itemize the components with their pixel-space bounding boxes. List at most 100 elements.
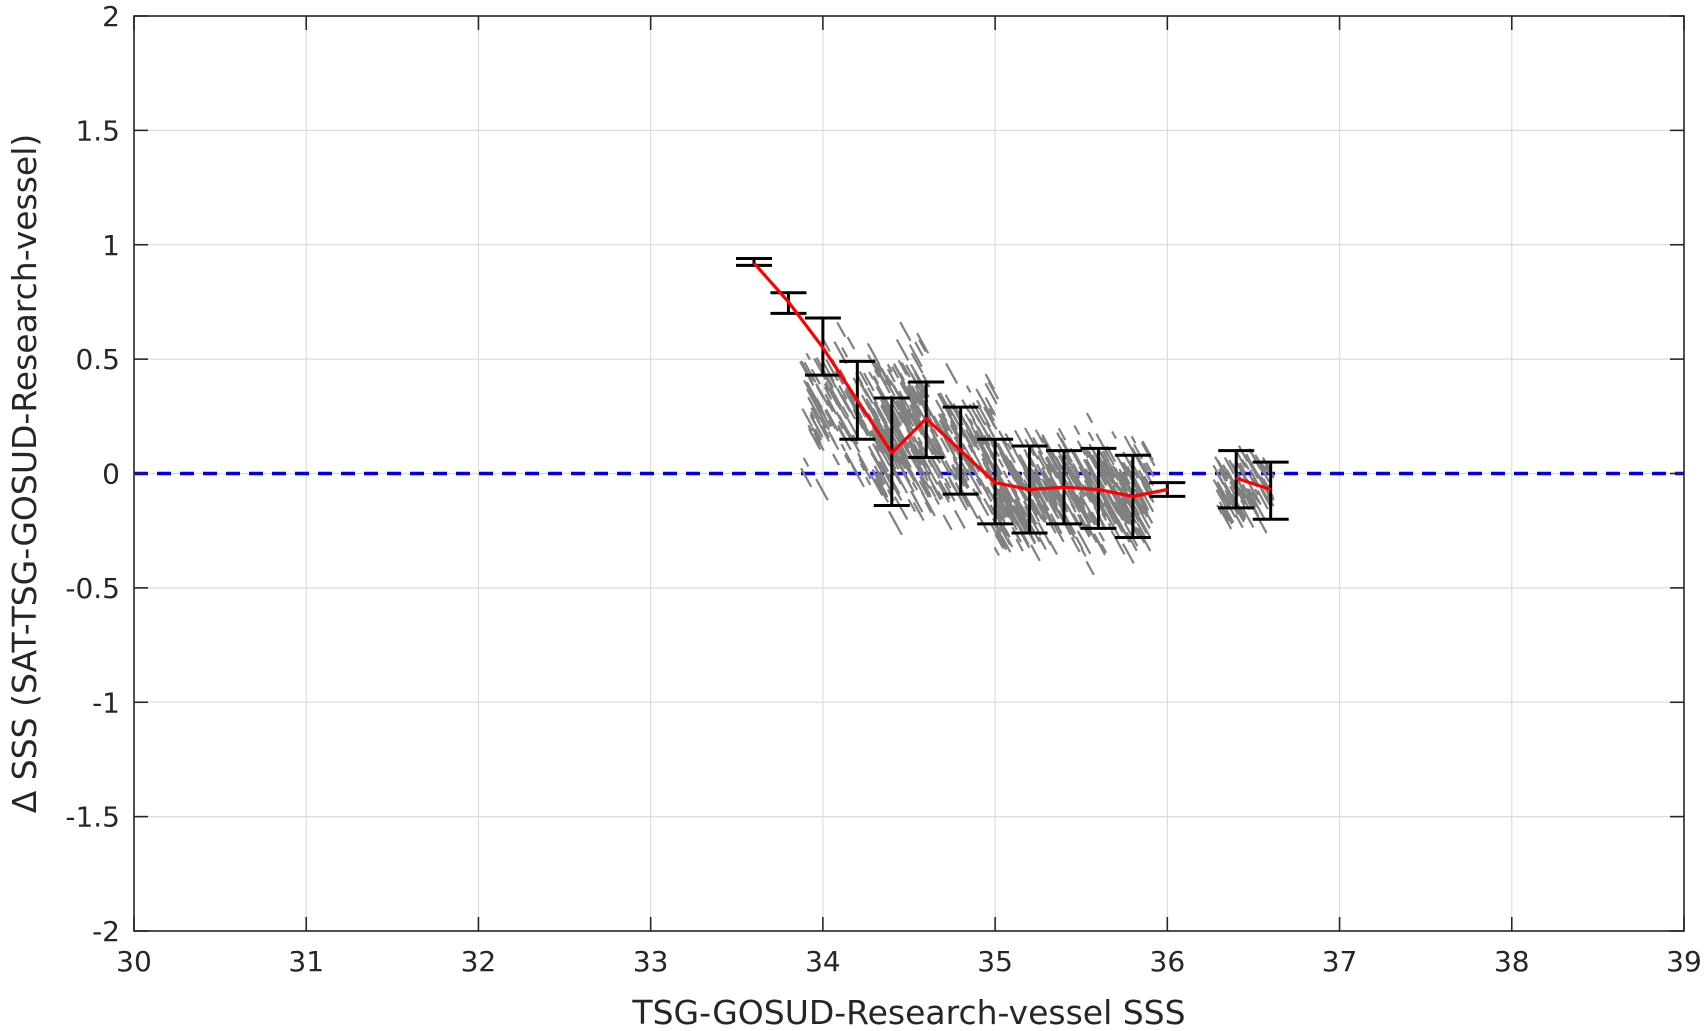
scatter-point — [1237, 445, 1249, 463]
scatter-point — [1013, 498, 1027, 519]
scatter-point — [1006, 511, 1018, 531]
scatter-point — [872, 375, 880, 385]
scatter-point — [1110, 467, 1120, 482]
scatter-point — [891, 457, 900, 470]
scatter-point — [1004, 432, 1017, 452]
scatter-point — [1107, 493, 1116, 506]
scatter-point — [1259, 485, 1271, 504]
scatter-point — [976, 399, 983, 409]
scatter-point — [893, 486, 903, 502]
scatter-point — [824, 381, 837, 401]
scatter-point — [999, 513, 1006, 522]
scatter-point — [899, 409, 913, 431]
scatter-point — [870, 475, 884, 497]
scatter-point — [905, 414, 912, 424]
scatter-point — [1141, 440, 1154, 461]
scatter-point — [1031, 498, 1045, 522]
scatter-point — [988, 408, 994, 416]
scatter-point — [917, 440, 925, 451]
scatter-point — [945, 408, 958, 429]
scatter-point — [919, 475, 932, 497]
scatter-point — [908, 384, 922, 407]
scatter-point — [967, 444, 974, 454]
y-tick-label: 0 — [102, 458, 120, 491]
scatter-point — [1139, 476, 1150, 492]
scatter-point — [1034, 429, 1045, 444]
scatter-point — [1036, 502, 1048, 521]
scatter-point — [1106, 502, 1119, 523]
scatter-point — [867, 387, 879, 406]
scatter-point — [1099, 502, 1114, 526]
scatter-point — [932, 428, 939, 438]
scatter-point — [863, 387, 874, 404]
scatter-point — [1105, 466, 1121, 492]
scatter-point — [1038, 536, 1047, 550]
scatter-point — [1029, 467, 1041, 485]
scatter-point — [978, 406, 992, 428]
scatter-point — [899, 381, 908, 395]
scatter-point — [924, 501, 933, 514]
scatter-point — [965, 385, 972, 393]
scatter-point — [974, 434, 985, 450]
scatter-point — [1134, 488, 1147, 509]
scatter-point — [1244, 454, 1260, 480]
scatter-point — [1222, 514, 1228, 522]
scatter-point — [1051, 464, 1064, 486]
scatter-point — [1234, 513, 1244, 529]
scatter-point — [884, 378, 896, 397]
scatter-point — [1241, 458, 1248, 469]
y-tick-label: -2 — [92, 915, 120, 948]
scatter-point — [932, 458, 942, 473]
scatter-point — [810, 407, 821, 424]
y-tick-label: -1.5 — [65, 801, 120, 834]
scatter-point — [901, 455, 915, 477]
scatter-point — [964, 428, 977, 448]
scatter-point — [1012, 504, 1027, 528]
scatter-point — [1074, 470, 1081, 479]
scatter-point — [1136, 527, 1152, 552]
scatter-point — [1031, 473, 1038, 483]
scatter-point — [1241, 483, 1257, 509]
scatter-point — [986, 455, 994, 466]
scatter-point — [910, 400, 922, 419]
scatter-point — [1119, 500, 1129, 515]
scatter-point — [961, 430, 977, 455]
x-tick-label: 37 — [1322, 945, 1358, 978]
scatter-point — [984, 382, 998, 405]
scatter-point — [944, 477, 952, 489]
scatter-point — [1229, 485, 1236, 496]
scatter-point — [1216, 472, 1225, 485]
scatter-point — [1134, 501, 1142, 512]
scatter-point — [939, 437, 950, 453]
scatter-point — [1041, 467, 1055, 489]
scatter-point — [1001, 525, 1009, 538]
scatter-point — [810, 368, 821, 385]
scatter-point — [912, 501, 925, 522]
scatter-point — [810, 416, 824, 438]
scatter-point — [1254, 488, 1260, 496]
scatter-point — [808, 428, 814, 436]
scatter-point — [1139, 519, 1151, 537]
scatter-point — [825, 358, 839, 382]
scatter-point — [838, 368, 847, 380]
scatter-point — [870, 429, 880, 443]
y-tick-label: -0.5 — [65, 572, 120, 605]
scatter-point — [1117, 504, 1130, 525]
x-tick-label: 36 — [1150, 945, 1186, 978]
scatter-point — [832, 453, 841, 466]
x-tick-label: 39 — [1666, 945, 1702, 978]
x-tick-label: 33 — [633, 945, 669, 978]
scatter-point — [802, 457, 810, 468]
scatter-point — [912, 435, 927, 460]
scatter-point — [916, 332, 930, 354]
scatter-point — [801, 408, 814, 428]
scatter-point — [896, 427, 911, 449]
scatter-point — [907, 498, 917, 512]
scatter-point — [891, 413, 901, 428]
scatter-point — [912, 443, 928, 468]
scatter-point — [1143, 475, 1151, 487]
scatter-point — [1030, 544, 1041, 562]
scatter-point — [1218, 501, 1233, 525]
scatter-point — [1138, 505, 1145, 515]
scatter-point — [1098, 531, 1106, 542]
